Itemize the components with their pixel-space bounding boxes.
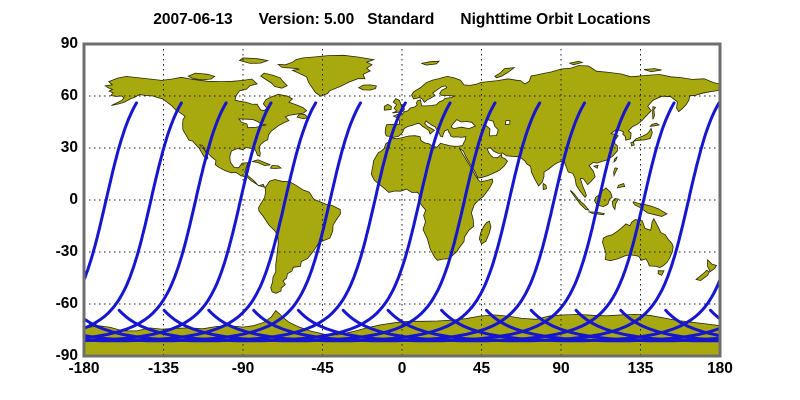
x-tick-label: 90 [552,360,570,377]
landmass-sumatra [570,189,590,211]
y-tick-label: -90 [55,347,78,364]
landmass-british-isles [383,98,406,114]
landmass-ellesmere-island [238,57,270,64]
orbit-track [84,101,228,340]
landmass-hispaniola [269,165,283,169]
landmass-tasmania [657,270,665,276]
plot-frame [82,42,722,358]
title-version: Version: 5.00 [258,11,355,28]
landmass-australia [602,217,674,269]
x-tick-label: -45 [311,360,334,377]
landmass-new-zealand [695,258,718,282]
title-name: Nighttime Orbit Locations [460,11,651,28]
orbit-track [84,101,138,284]
plot-area [84,44,720,356]
landmass-hainan [592,164,599,169]
orbit-track [84,101,183,330]
x-tick-label: 0 [397,360,407,377]
x-tick-label: 45 [472,360,491,377]
title-mode: Standard [367,11,435,28]
landmass-taiwan [613,156,618,163]
landmass-japan [630,122,661,147]
landmass-victoria-island [187,72,216,81]
landmass-cuba [252,159,271,166]
landmass-north-america [104,75,308,188]
plot-title: 2007-06-13 Version: 5.00 Standard Nightt… [84,11,720,29]
x-tick-label: -135 [147,360,180,377]
landmass-sri-lanka [542,182,547,191]
y-tick-label: 30 [60,139,78,156]
y-tick-label: -60 [55,295,78,312]
landmass-philippines [613,167,626,189]
landmass-new-siberian-islands [643,68,662,73]
landmass-iceland [357,84,377,91]
orbit-track [709,308,720,321]
landmass-newfoundland [296,113,309,120]
landmass-sulawesi [611,198,620,211]
orbit-track [386,101,720,343]
x-tick-label: 135 [627,360,654,377]
landmass-eurasia-africa [370,65,720,261]
x-tick-label: 180 [707,360,733,377]
landmass-south-america [258,179,341,294]
grid-lines [84,44,720,356]
landmass-greenland [277,54,376,97]
landmass-svalbard [421,60,441,66]
y-tick-label: -30 [55,243,78,260]
landmass-baffin-island [260,72,288,89]
orbit-tracks [84,101,720,343]
y-tick-label: 60 [60,87,78,104]
x-tick-label: -90 [231,360,255,377]
landmass-madagascar [478,220,492,245]
landmass-novaya-zemlya [494,67,516,79]
y-tick-label: 0 [69,191,78,208]
y-tick-label: 90 [60,35,78,52]
landmass-severnaya-zemlya [568,60,584,66]
landmass-sakhalin [652,106,657,120]
x-tick-label: -180 [68,360,100,377]
landmasses [84,54,720,356]
title-date: 2007-06-13 [153,11,233,28]
